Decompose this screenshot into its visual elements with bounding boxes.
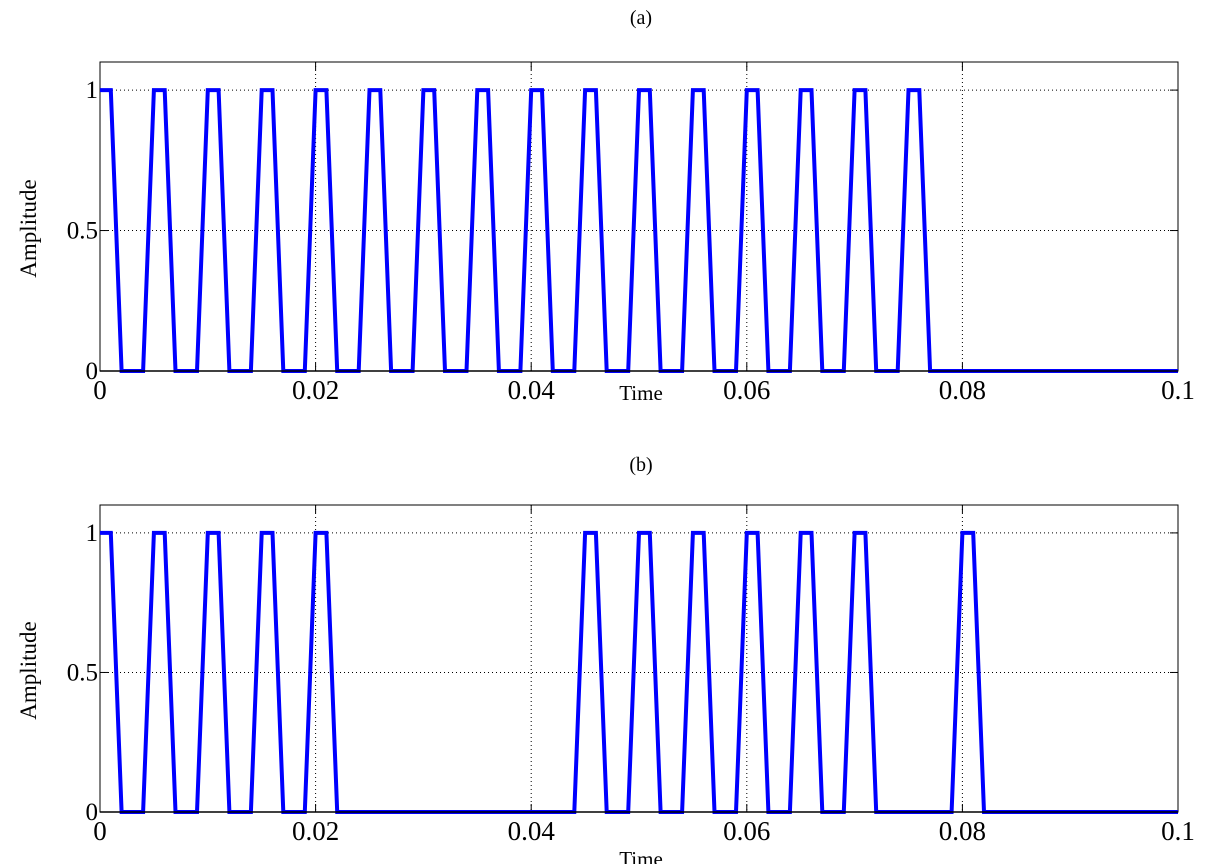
x-tick-label: 0.02: [292, 375, 339, 405]
subplot-a: 0 0.02 0.04 0.06 0.08 0.1 0 0.5 1 (a) Time Amplitud…: [16, 7, 1195, 405]
y-axis-label: Amplitude: [16, 179, 41, 277]
x-tick-label: 0.08: [939, 375, 986, 405]
x-tick-label: 0.04: [508, 816, 556, 846]
series-line: [100, 530, 1178, 814]
x-tick-label: 0.04: [508, 375, 556, 405]
x-tick-label: 0.06: [723, 375, 770, 405]
y-tick-label: 0: [86, 799, 99, 826]
y-tick-label: 1: [86, 520, 99, 547]
x-tick-label: 0.02: [292, 816, 339, 846]
y-tick-label: 0: [86, 358, 99, 385]
y-tick-label: 1: [86, 77, 99, 104]
x-tick-label: 0: [93, 375, 107, 405]
x-axis-label: Time: [619, 381, 663, 405]
x-tick-label: 0.08: [939, 816, 986, 846]
x-axis-label: Time: [619, 847, 663, 864]
y-axis-label: Amplitude: [16, 621, 41, 719]
x-tick-label: 0: [93, 816, 107, 846]
y-tick-label: 0.5: [67, 218, 98, 245]
x-tick-label: 0.06: [723, 816, 770, 846]
subplot-title: (b): [629, 454, 652, 476]
x-tick-label: 0.1: [1161, 375, 1195, 405]
subplot-title: (a): [630, 7, 652, 29]
subplot-b: 0 0.02 0.04 0.06 0.08 0.1 0 0.5 1 (b) Time Amplitud…: [16, 454, 1195, 864]
x-tick-label: 0.1: [1161, 816, 1195, 846]
y-tick-label: 0.5: [67, 659, 98, 686]
